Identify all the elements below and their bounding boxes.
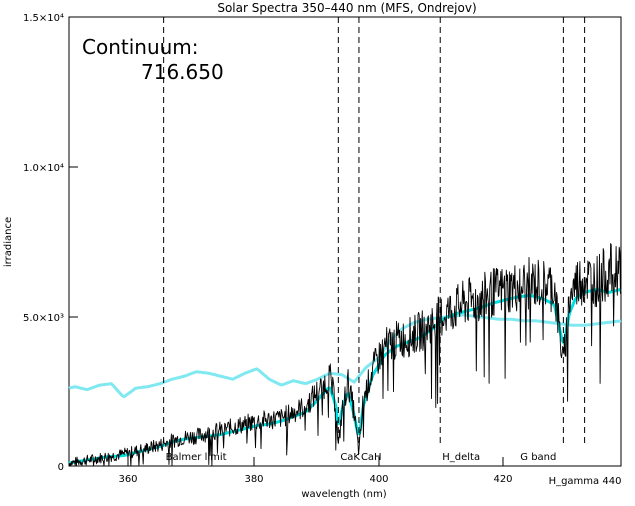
spectral-line-label: Balmer limit [166, 452, 227, 463]
chart-title: Solar Spectra 350–440 nm (MFS, Ondrejov) [217, 1, 476, 15]
series-layer [68, 237, 622, 467]
x-tick-label: 420 [493, 474, 512, 485]
spectral-line-label: G band [520, 452, 556, 463]
series-line [68, 313, 622, 399]
continuum-value: 716.650 [141, 60, 224, 84]
spectral-lines: Balmer limit CaK CaH H_delta G band H_gamma 4… [163, 17, 622, 487]
y-axis: 0 5.0×10³ 1.0×10⁴ 1.5×10⁴ [23, 13, 78, 473]
series-line [68, 237, 622, 467]
spectral-line-label: CaH [361, 452, 382, 463]
spectral-line-label: H_delta [442, 452, 480, 463]
x-tick-label: 360 [118, 474, 137, 485]
y-axis-label: irradiance [3, 217, 14, 267]
continuum-label: Continuum: [82, 35, 199, 59]
spectral-line-label: CaK [340, 452, 360, 463]
spectral-line-label: H_gamma 440 [549, 476, 622, 487]
x-axis-label: wavelength (nm) [301, 489, 386, 500]
x-tick-label: 380 [244, 474, 263, 485]
y-tick-label: 0 [58, 462, 64, 473]
y-tick-label: 5.0×10³ [23, 313, 64, 324]
y-tick-label: 1.0×10⁴ [23, 163, 64, 174]
y-tick-label: 1.5×10⁴ [23, 13, 64, 24]
x-tick-label: 400 [369, 474, 388, 485]
